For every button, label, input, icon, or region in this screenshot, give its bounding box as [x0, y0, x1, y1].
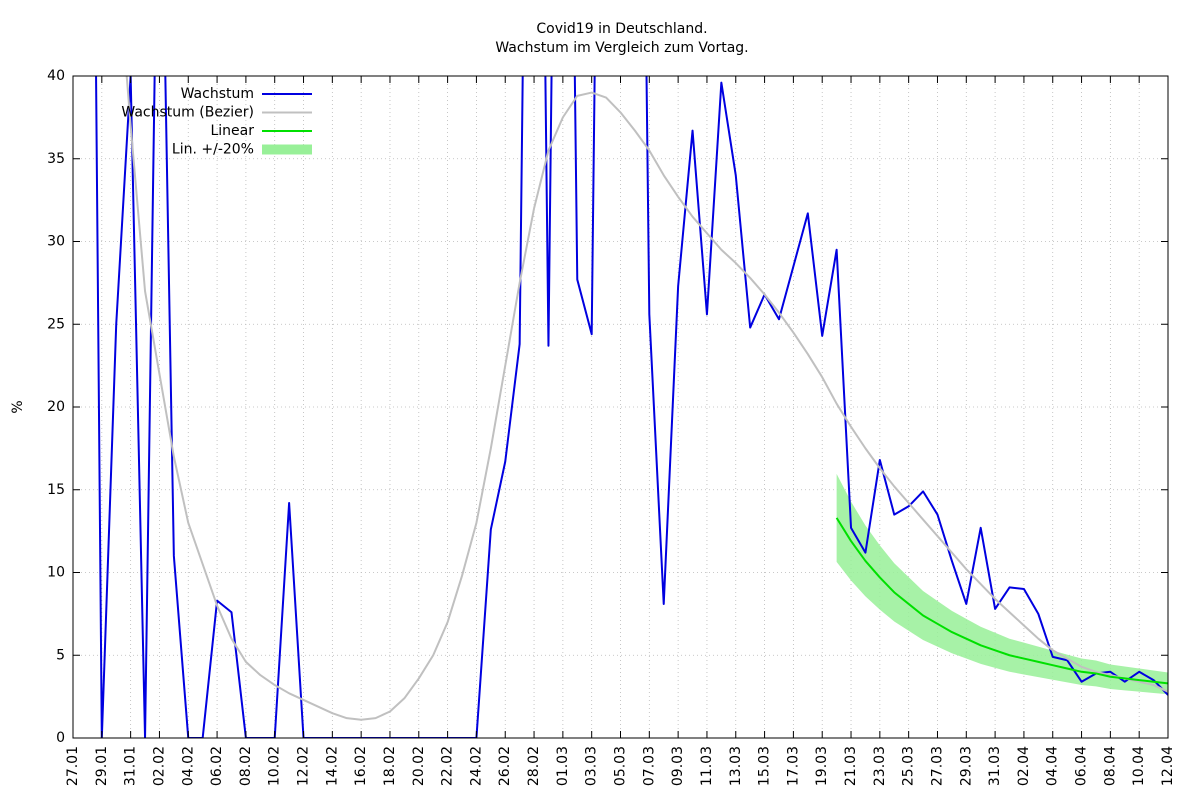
x-tick-label: 07.03 — [641, 746, 657, 786]
x-tick-label: 31.01 — [123, 746, 139, 786]
x-tick-label: 08.04 — [1102, 746, 1118, 786]
x-tick-label: 10.04 — [1131, 746, 1147, 786]
x-tick-label: 16.02 — [353, 746, 369, 786]
x-tick-label: 28.02 — [526, 746, 542, 786]
legend-label: Lin. +/-20% — [172, 142, 254, 158]
x-tick-label: 14.02 — [324, 746, 340, 786]
x-tick-label: 13.03 — [728, 746, 744, 786]
y-tick-label: 35 — [47, 151, 65, 167]
y-axis-label: % — [10, 400, 26, 413]
y-tick-label: 20 — [47, 399, 65, 415]
legend-swatch — [262, 144, 312, 155]
x-tick-label: 21.03 — [843, 746, 859, 786]
legend-label: Wachstum (Bezier) — [121, 105, 254, 121]
x-tick-label: 03.03 — [584, 746, 600, 786]
x-tick-label: 31.03 — [987, 746, 1003, 786]
legend-label: Linear — [210, 123, 254, 139]
y-tick-label: 15 — [47, 482, 65, 498]
x-tick-label: 12.02 — [296, 746, 312, 786]
x-tick-label: 04.04 — [1045, 746, 1061, 786]
x-tick-label: 22.02 — [440, 746, 456, 786]
legend-label: Wachstum — [181, 86, 254, 102]
y-tick-label: 10 — [47, 565, 65, 581]
x-tick-label: 10.02 — [267, 746, 283, 786]
x-tick-label: 27.03 — [929, 746, 945, 786]
x-tick-label: 06.04 — [1074, 746, 1090, 786]
line — [95, 76, 1168, 738]
y-tick-label: 0 — [56, 730, 65, 746]
x-tick-label: 18.02 — [382, 746, 398, 786]
x-tick-label: 29.01 — [94, 746, 110, 786]
x-tick-label: 06.02 — [209, 746, 225, 786]
chart-title: Covid19 in Deutschland. — [536, 21, 707, 37]
x-tick-label: 29.03 — [958, 746, 974, 786]
plot-area — [95, 76, 1168, 738]
x-tick-label: 05.03 — [613, 746, 629, 786]
line — [125, 76, 1168, 721]
x-tick-label: 25.03 — [901, 746, 917, 786]
x-tick-label: 08.02 — [238, 746, 254, 786]
x-tick-label: 02.02 — [151, 746, 167, 786]
x-tick-label: 17.03 — [785, 746, 801, 786]
x-tick-label: 09.03 — [670, 746, 686, 786]
y-tick-label: 5 — [56, 647, 65, 663]
x-tick-label: 11.03 — [699, 746, 715, 786]
y-tick-label: 25 — [47, 316, 65, 332]
x-tick-label: 23.03 — [872, 746, 888, 786]
legend: Wachstum Wachstum (Bezier) Linear Lin. +/-2… — [121, 86, 312, 158]
x-tick-label: 24.02 — [468, 746, 484, 786]
y-tick-label: 30 — [47, 234, 65, 250]
x-tick-label: 12.04 — [1160, 746, 1176, 786]
x-tick-label: 27.01 — [65, 746, 81, 786]
x-tick-label: 26.02 — [497, 746, 513, 786]
x-tick-label: 01.03 — [555, 746, 571, 786]
x-tick-label: 20.02 — [411, 746, 427, 786]
x-tick-label: 15.03 — [757, 746, 773, 786]
axes: 0 5 10 15 20 25 30 35 40 27.01 29.01 31.01 02.02 04.0… — [47, 68, 1176, 786]
band — [836, 473, 1168, 695]
x-tick-label: 19.03 — [814, 746, 830, 786]
x-tick-label: 02.04 — [1016, 746, 1032, 786]
y-tick-label: 40 — [47, 68, 65, 84]
chart-subtitle: Wachstum im Vergleich zum Vortag. — [495, 40, 748, 56]
line — [835, 517, 1168, 685]
x-tick-label: 04.02 — [180, 746, 196, 786]
